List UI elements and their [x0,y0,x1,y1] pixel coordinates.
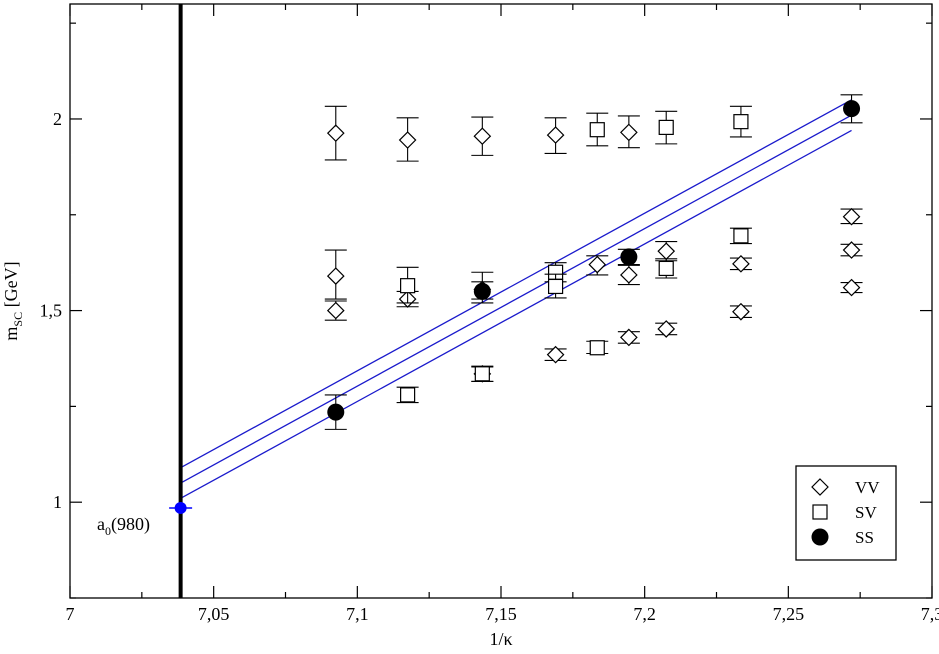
sv-point [547,278,564,295]
y-tick-label: 1,5 [40,301,63,321]
vv-point [732,302,750,321]
vv-point [398,131,417,149]
vv-point [326,124,345,142]
x-tick-label: 7,1 [346,604,369,624]
vv-point [657,242,676,261]
sv-point [589,340,605,356]
legend-label-vv: VV [855,478,880,497]
fit-line [180,129,852,499]
vv-point [842,278,861,297]
legend-marker-ss [811,528,829,546]
vv-point [732,254,750,273]
vv-point [620,328,638,347]
sv-point [733,228,749,244]
ss-point [327,403,345,421]
fit-line [180,114,852,484]
vv-point [326,301,345,320]
vv-point [620,266,638,284]
ss-point [473,282,491,300]
sv-point [733,114,749,130]
vv-point [326,267,345,285]
sv-point [658,119,674,135]
x-tick-label: 7 [66,604,75,624]
sv-point [658,260,674,277]
data-points [324,94,863,430]
x-tick-label: 7,3 [921,604,939,624]
y-tick-label: 1 [53,492,62,512]
legend: VV SV SS [795,465,897,561]
annotation-label: a0(980) [97,514,150,538]
x-tick-label: 7,25 [773,604,805,624]
sv-point [589,122,605,138]
axis-ticks: 7 7,05 7,1 7,15 7,2 7,25 7,3 1 1,5 2 [40,4,939,624]
y-tick-label: 2 [53,109,62,129]
legend-marker-sv [812,504,828,520]
fit-line [180,99,852,469]
reference-point [169,501,193,514]
vv-point [657,320,676,338]
legend-marker-vv [811,478,829,496]
vv-point [588,255,607,274]
vv-point [842,207,861,226]
vv-point [473,127,492,146]
sv-point [400,278,416,294]
sv-point [400,387,416,403]
vv-point [546,126,565,144]
fit-lines [180,99,852,499]
vv-point [842,241,861,259]
vv-point [620,123,638,142]
ss-point [620,248,638,266]
reference-marker [174,501,187,514]
x-tick-label: 7,15 [485,604,517,624]
x-axis-title: 1/κ [489,629,512,649]
x-tick-label: 7,05 [198,604,230,624]
sv-point [474,366,490,382]
legend-label-ss: SS [855,528,874,547]
vv-point [546,345,565,364]
ss-point [843,100,861,118]
x-tick-label: 7,2 [633,604,656,624]
y-axis-title: mSC [GeV] [1,261,25,340]
legend-label-sv: SV [855,503,877,522]
legend-box [795,465,897,561]
